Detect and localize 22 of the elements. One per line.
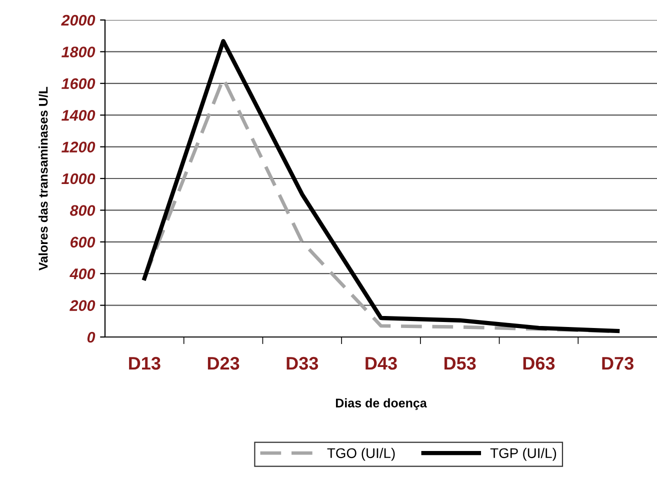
- y-tick-label: 2000: [61, 14, 96, 26]
- y-tick-label: 600: [70, 236, 96, 248]
- x-tick-label: D63: [523, 356, 555, 370]
- x-tick-label: D23: [208, 356, 240, 370]
- y-tick-label: 400: [70, 268, 96, 280]
- x-tick-label: D33: [286, 356, 318, 370]
- x-tick-label: D53: [444, 356, 476, 370]
- legend-label: TGP (UI/L): [490, 448, 556, 461]
- y-tick-label: 1600: [62, 78, 96, 90]
- x-tick-label: D13: [129, 356, 160, 370]
- x-axis-title: Dias de doença: [336, 398, 427, 410]
- y-tick-label: 200: [70, 300, 96, 311]
- y-tick-label: 1800: [62, 46, 96, 58]
- y-tick-label: 0: [87, 332, 96, 343]
- legend-label: TGO (UI/L): [327, 448, 395, 461]
- y-tick-label: 1000: [62, 173, 96, 184]
- y-tick-label: 1400: [62, 110, 96, 121]
- x-tick-label: D43: [366, 356, 397, 370]
- y-axis-title: Valores das transaminases U/L: [38, 86, 48, 270]
- x-tick-label: D73: [602, 356, 634, 370]
- y-tick-label: 800: [70, 205, 96, 216]
- y-tick-label: 1200: [62, 142, 96, 152]
